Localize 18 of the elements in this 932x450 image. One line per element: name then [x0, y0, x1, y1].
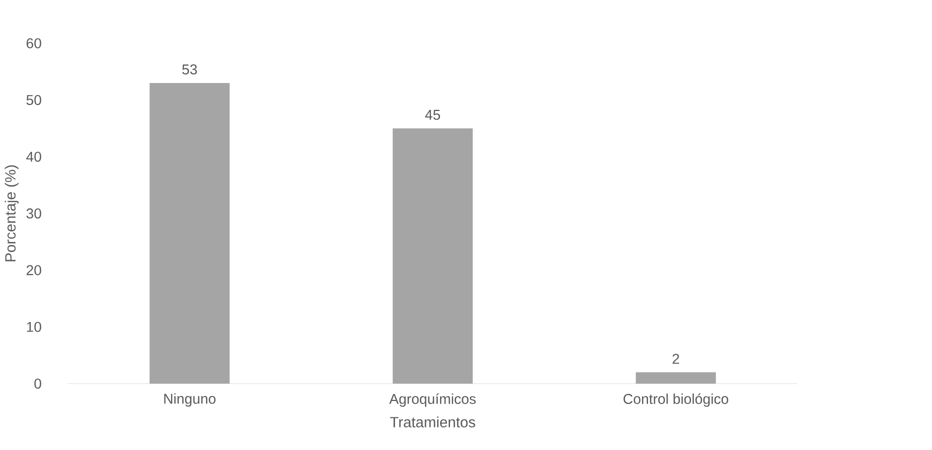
data-label: 53 — [182, 64, 197, 74]
bar — [150, 82, 230, 384]
y-tick-label: 50 — [26, 94, 42, 106]
x-axis-title: Tratamientos — [390, 416, 476, 428]
y-tick-label: 10 — [26, 322, 42, 332]
x-tick-label: Agroquímicos — [389, 393, 476, 407]
data-label: 45 — [425, 110, 440, 120]
y-tick-label: 30 — [26, 208, 42, 218]
x-tick-label: Control biológico — [624, 393, 728, 407]
bar — [636, 372, 716, 384]
data-label: 2 — [672, 354, 680, 364]
y-tick-label: 60 — [26, 38, 42, 48]
x-tick-label: Ninguno — [164, 393, 216, 407]
y-tick-label: 0 — [34, 378, 42, 389]
y-tick-label: 40 — [26, 152, 42, 162]
bar — [392, 128, 473, 384]
y-axis-title: Porcentaje (%) — [4, 165, 19, 262]
y-tick-label: 20 — [26, 265, 42, 276]
